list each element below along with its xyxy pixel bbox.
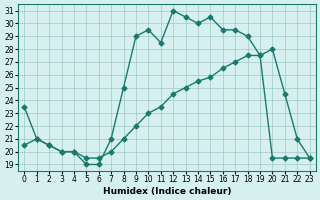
X-axis label: Humidex (Indice chaleur): Humidex (Indice chaleur) bbox=[103, 187, 231, 196]
